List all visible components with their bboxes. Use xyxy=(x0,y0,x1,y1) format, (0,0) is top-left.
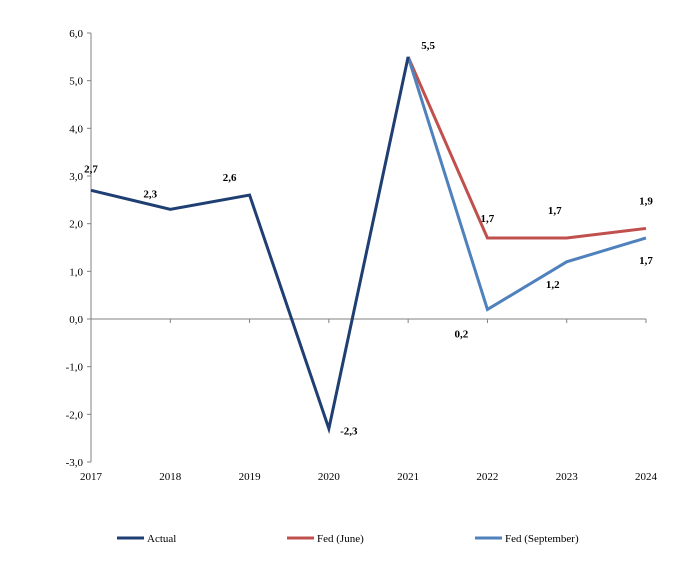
x-tick-label: 2018 xyxy=(159,471,182,483)
data-label: 1,7 xyxy=(548,205,562,217)
data-label: 2,7 xyxy=(84,163,98,175)
legend-label: Fed (June) xyxy=(317,533,364,545)
legend: Actual Fed (June) Fed (September) xyxy=(117,533,579,545)
series-line-1 xyxy=(406,56,647,240)
legend-label: Actual xyxy=(147,533,176,545)
legend-label: Fed (September) xyxy=(505,533,579,545)
y-tick-label: -3,0 xyxy=(66,457,84,469)
x-tick-label: 2020 xyxy=(318,471,341,483)
data-label: 2,3 xyxy=(143,188,157,200)
y-tick-label: 5,0 xyxy=(69,76,83,88)
y-tick-label: 6,0 xyxy=(69,28,83,40)
y-tick-label: 3,0 xyxy=(69,171,83,183)
y-tick-label: 1,0 xyxy=(69,266,83,278)
x-tick-label: 2021 xyxy=(397,471,419,483)
data-label: 0,2 xyxy=(455,328,469,340)
series-line-2 xyxy=(406,56,647,312)
x-tick-label: 2019 xyxy=(239,471,262,483)
data-label: 5,5 xyxy=(421,40,435,52)
series-line-0 xyxy=(90,56,410,435)
y-tick-label: -1,0 xyxy=(66,362,84,374)
data-label: 1,7 xyxy=(481,213,495,225)
data-label: 2,6 xyxy=(223,172,237,184)
data-labels: 2,7 2,3 2,6 -2,3 5,5 1,7 1,7 1,9 0,2 1,2 1,7 xyxy=(84,40,653,438)
x-tick-label: 2023 xyxy=(556,471,579,483)
y-tick-label: 4,0 xyxy=(69,123,83,135)
y-tick-label: -2,0 xyxy=(66,409,84,421)
data-label: 1,7 xyxy=(639,255,653,267)
x-tick-label: 2022 xyxy=(476,471,498,483)
data-label: -2,3 xyxy=(340,426,358,438)
data-label: 1,2 xyxy=(546,279,560,291)
axes: -3,0 -2,0 -1,0 0,0 1,0 2,0 3,0 4,0 5,0 6,0 2017 201… xyxy=(66,28,658,483)
series-lines xyxy=(90,56,647,435)
data-label: 1,9 xyxy=(639,195,653,207)
y-tick-label: 2,0 xyxy=(69,219,83,231)
y-tick-label: 0,0 xyxy=(69,314,83,326)
x-tick-label: 2024 xyxy=(635,471,658,483)
x-tick-label: 2017 xyxy=(80,471,103,483)
